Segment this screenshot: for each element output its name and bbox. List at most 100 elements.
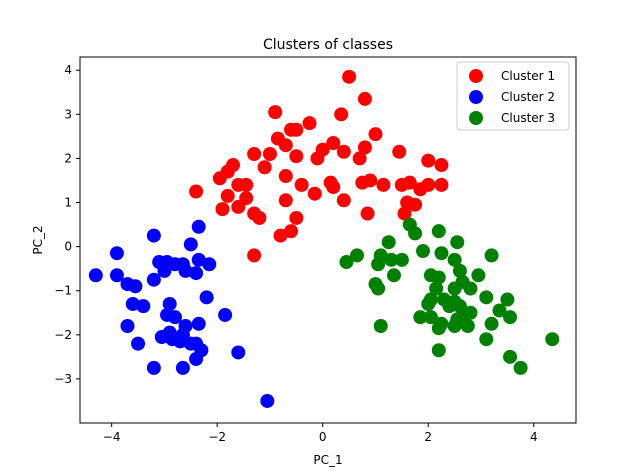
point-cluster-1	[434, 158, 449, 173]
legend-marker-cluster-3	[469, 111, 483, 125]
point-cluster-1	[273, 228, 288, 243]
point-cluster-1	[357, 140, 372, 155]
point-cluster-2	[128, 279, 143, 294]
point-cluster-3	[339, 255, 354, 270]
legend-box	[456, 61, 570, 131]
point-cluster-2	[191, 252, 206, 267]
point-cluster-3	[434, 246, 449, 261]
point-cluster-2	[131, 336, 146, 351]
point-cluster-2	[125, 296, 140, 311]
point-cluster-3	[450, 235, 465, 250]
point-cluster-1	[189, 184, 204, 199]
x-tick-label: −2	[208, 430, 226, 444]
point-cluster-3	[442, 299, 457, 314]
y-tick-label: 0	[64, 240, 72, 254]
y-tick-label: 2	[64, 151, 72, 165]
point-cluster-1	[336, 193, 351, 208]
point-cluster-3	[484, 248, 499, 263]
point-cluster-3	[386, 268, 401, 283]
point-cluster-3	[545, 332, 560, 347]
data-points	[88, 69, 560, 408]
x-axis-label: PC_1	[313, 453, 342, 467]
point-cluster-2	[120, 318, 135, 333]
point-cluster-3	[429, 281, 444, 296]
point-cluster-3	[384, 252, 399, 267]
y-tick-label: −2	[54, 328, 72, 342]
point-cluster-3	[484, 316, 499, 331]
legend-label-cluster-3: Cluster 3	[501, 111, 555, 125]
point-cluster-2	[218, 307, 233, 322]
point-cluster-3	[463, 281, 478, 296]
point-cluster-3	[447, 252, 462, 267]
point-cluster-1	[247, 147, 262, 162]
point-cluster-2	[189, 266, 204, 281]
point-cluster-1	[413, 182, 428, 197]
point-cluster-1	[284, 122, 299, 137]
point-cluster-1	[326, 180, 341, 195]
point-cluster-2	[231, 345, 246, 360]
legend: Cluster 1 Cluster 2 Cluster 3	[456, 61, 570, 131]
point-cluster-1	[289, 149, 304, 164]
y-tick-label: 1	[64, 196, 72, 210]
point-cluster-1	[284, 224, 299, 239]
point-cluster-3	[431, 343, 446, 358]
point-cluster-3	[421, 296, 436, 311]
point-cluster-2	[191, 219, 206, 234]
point-cluster-1	[239, 177, 254, 192]
point-cluster-2	[146, 228, 161, 243]
point-cluster-3	[431, 224, 446, 239]
y-tick-label: 3	[64, 107, 72, 121]
point-cluster-3	[513, 360, 528, 375]
point-cluster-1	[392, 144, 407, 159]
point-cluster-1	[212, 171, 227, 186]
point-cluster-3	[350, 248, 365, 263]
legend-label-cluster-2: Cluster 2	[501, 90, 555, 104]
point-cluster-1	[434, 177, 449, 192]
point-cluster-2	[202, 257, 217, 272]
point-cluster-1	[360, 206, 375, 221]
plot-area	[79, 56, 577, 424]
x-tick-label: 2	[424, 430, 432, 444]
point-cluster-2	[88, 268, 103, 283]
point-cluster-1	[220, 188, 235, 203]
legend-marker-cluster-2	[469, 90, 483, 104]
point-cluster-1	[326, 135, 341, 150]
point-cluster-2	[154, 330, 169, 345]
point-cluster-1	[231, 199, 246, 214]
point-cluster-3	[431, 321, 446, 336]
x-axis: −4 −2 0 2 4	[103, 423, 538, 444]
point-cluster-1	[278, 193, 293, 208]
point-cluster-3	[479, 290, 494, 305]
point-cluster-1	[310, 151, 325, 166]
point-cluster-3	[503, 349, 518, 364]
point-cluster-2	[260, 393, 275, 408]
point-cluster-3	[415, 244, 430, 259]
point-cluster-2	[175, 360, 190, 375]
point-cluster-1	[307, 186, 322, 201]
point-cluster-2	[167, 310, 182, 325]
legend-marker-cluster-1	[469, 69, 483, 83]
x-tick-label: −4	[103, 430, 121, 444]
point-cluster-1	[302, 116, 317, 131]
point-cluster-3	[479, 332, 494, 347]
point-cluster-3	[431, 270, 446, 285]
point-cluster-2	[173, 334, 188, 349]
point-cluster-3	[447, 318, 462, 333]
point-cluster-2	[191, 316, 206, 331]
point-cluster-3	[460, 318, 475, 333]
point-cluster-1	[368, 127, 383, 142]
x-tick-label: 0	[319, 430, 327, 444]
point-cluster-1	[334, 107, 349, 122]
point-cluster-2	[109, 246, 124, 261]
point-cluster-2	[199, 290, 214, 305]
point-cluster-3	[423, 310, 438, 325]
point-cluster-2	[146, 272, 161, 287]
point-cluster-3	[500, 292, 515, 307]
point-cluster-1	[215, 202, 230, 217]
point-cluster-2	[109, 268, 124, 283]
y-axis-label: PC_2	[31, 225, 45, 254]
point-cluster-1	[289, 210, 304, 225]
y-tick-label: 4	[64, 63, 72, 77]
point-cluster-2	[136, 299, 151, 314]
